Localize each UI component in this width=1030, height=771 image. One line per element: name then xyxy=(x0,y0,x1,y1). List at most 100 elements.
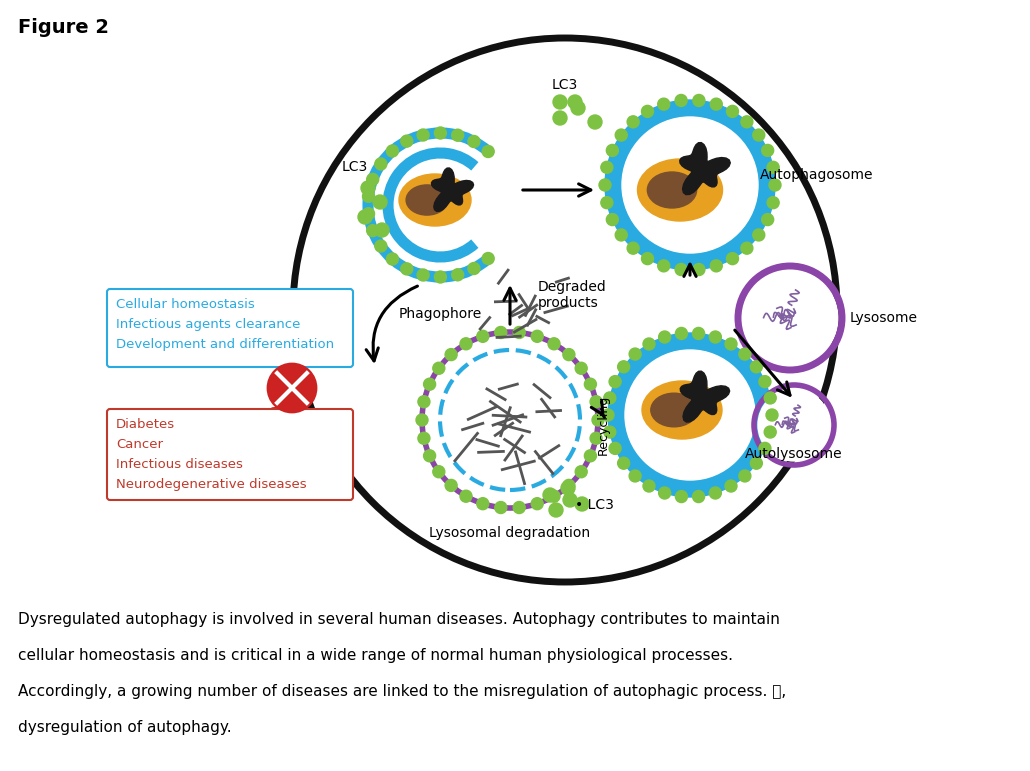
Circle shape xyxy=(761,214,774,226)
Ellipse shape xyxy=(638,159,722,221)
Circle shape xyxy=(605,100,775,270)
Circle shape xyxy=(750,457,762,470)
Circle shape xyxy=(553,95,566,109)
Circle shape xyxy=(750,361,762,373)
Circle shape xyxy=(607,144,618,157)
Circle shape xyxy=(568,95,582,109)
Circle shape xyxy=(599,179,611,191)
FancyBboxPatch shape xyxy=(107,289,353,367)
Circle shape xyxy=(622,117,758,253)
Circle shape xyxy=(710,487,721,499)
Text: Degraded
products: Degraded products xyxy=(538,280,607,310)
Circle shape xyxy=(693,264,705,275)
Text: Diabetes
Cancer
Infectious diseases
Neurodegenerative diseases: Diabetes Cancer Infectious diseases Neur… xyxy=(116,418,307,491)
Circle shape xyxy=(726,253,739,264)
Circle shape xyxy=(604,426,616,438)
Circle shape xyxy=(642,253,653,264)
Circle shape xyxy=(604,392,616,404)
Circle shape xyxy=(629,348,641,360)
Circle shape xyxy=(513,326,525,338)
Ellipse shape xyxy=(651,393,697,427)
Circle shape xyxy=(445,348,457,361)
Circle shape xyxy=(584,379,596,390)
Circle shape xyxy=(375,223,389,237)
Circle shape xyxy=(375,158,387,170)
Ellipse shape xyxy=(642,381,722,439)
Circle shape xyxy=(643,338,655,350)
Circle shape xyxy=(460,490,472,502)
Circle shape xyxy=(435,127,446,139)
FancyBboxPatch shape xyxy=(107,409,353,500)
Circle shape xyxy=(693,95,705,106)
Circle shape xyxy=(764,392,777,404)
Circle shape xyxy=(423,379,436,390)
Circle shape xyxy=(482,253,494,264)
Circle shape xyxy=(367,224,379,237)
Circle shape xyxy=(468,262,480,274)
Circle shape xyxy=(658,331,671,343)
Circle shape xyxy=(608,333,772,497)
Circle shape xyxy=(607,214,618,226)
Circle shape xyxy=(758,389,830,461)
Circle shape xyxy=(766,409,778,421)
Polygon shape xyxy=(680,371,729,422)
Circle shape xyxy=(741,116,753,128)
Circle shape xyxy=(531,330,543,342)
Circle shape xyxy=(725,480,737,492)
Circle shape xyxy=(268,364,316,412)
Circle shape xyxy=(477,498,489,510)
Circle shape xyxy=(753,129,764,141)
Text: • LC3: • LC3 xyxy=(575,498,614,512)
Circle shape xyxy=(676,328,687,339)
Circle shape xyxy=(386,253,399,265)
Circle shape xyxy=(494,501,507,513)
Circle shape xyxy=(562,480,575,491)
Circle shape xyxy=(602,409,614,421)
Circle shape xyxy=(563,493,577,507)
Text: Dysregulated autophagy is involved in several human diseases. Autophagy contribu: Dysregulated autophagy is involved in se… xyxy=(18,612,780,627)
Text: Lysosome: Lysosome xyxy=(850,311,918,325)
Circle shape xyxy=(358,210,372,224)
Circle shape xyxy=(676,490,687,503)
Text: Lysosomal degradation: Lysosomal degradation xyxy=(430,526,590,540)
Circle shape xyxy=(642,106,653,117)
Circle shape xyxy=(543,488,557,502)
Circle shape xyxy=(753,229,764,241)
Circle shape xyxy=(433,466,445,478)
Circle shape xyxy=(711,98,722,110)
Circle shape xyxy=(401,263,413,275)
Circle shape xyxy=(761,144,774,157)
Circle shape xyxy=(531,498,543,510)
Text: LC3: LC3 xyxy=(552,78,578,92)
Circle shape xyxy=(575,466,587,478)
Circle shape xyxy=(549,503,563,517)
Text: Cellular homeostasis
Infectious agents clearance
Development and differentiation: Cellular homeostasis Infectious agents c… xyxy=(116,298,334,351)
Circle shape xyxy=(435,271,446,283)
Circle shape xyxy=(625,350,755,480)
Circle shape xyxy=(590,396,603,408)
Circle shape xyxy=(627,116,640,128)
Circle shape xyxy=(592,414,604,426)
Circle shape xyxy=(767,161,779,173)
Circle shape xyxy=(600,197,613,209)
Text: Recycling: Recycling xyxy=(596,395,610,455)
Text: cellular homeostasis and is critical in a wide range of normal human physiologic: cellular homeostasis and is critical in … xyxy=(18,648,733,663)
Circle shape xyxy=(460,338,472,350)
Circle shape xyxy=(386,145,399,157)
Circle shape xyxy=(363,190,375,202)
Circle shape xyxy=(477,330,489,342)
Circle shape xyxy=(643,480,655,492)
Circle shape xyxy=(739,348,751,360)
Circle shape xyxy=(494,326,507,338)
Circle shape xyxy=(658,260,670,272)
Circle shape xyxy=(764,426,777,438)
Circle shape xyxy=(373,195,387,209)
Circle shape xyxy=(590,433,603,444)
Circle shape xyxy=(360,181,375,195)
Circle shape xyxy=(584,449,596,462)
Circle shape xyxy=(575,497,589,511)
Text: dysregulation of autophagy.: dysregulation of autophagy. xyxy=(18,720,232,735)
Circle shape xyxy=(692,490,705,503)
Circle shape xyxy=(609,375,621,388)
Circle shape xyxy=(445,480,457,491)
